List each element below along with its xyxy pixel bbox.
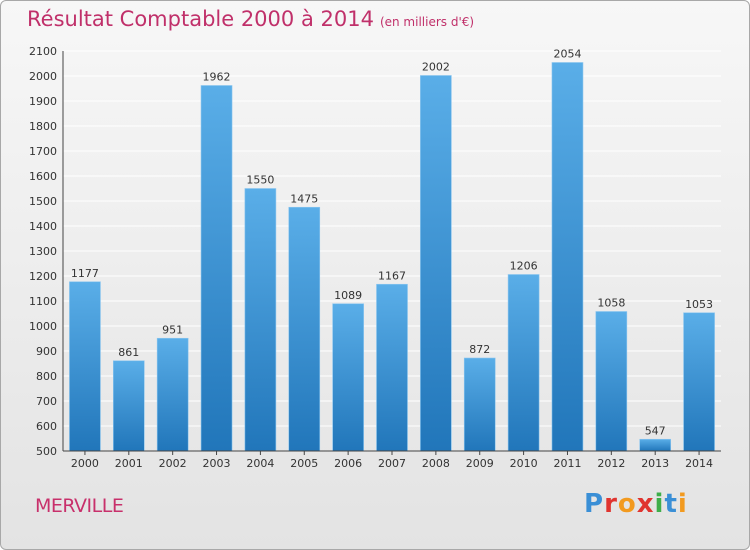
bar-2000: [69, 281, 101, 452]
commune-name: MERVILLE: [35, 495, 124, 517]
bar-2008: [420, 75, 452, 452]
bars: [69, 62, 715, 452]
y-tick-label: 1500: [29, 195, 57, 208]
y-tick-label: 1300: [29, 245, 57, 258]
bar-2006: [332, 303, 364, 452]
value-label-2011: 2054: [553, 48, 581, 61]
x-tick-label-2001: 2001: [115, 457, 143, 470]
proxiti-logo: Proxiti: [584, 489, 688, 519]
x-tick-label-2003: 2003: [203, 457, 231, 470]
bar-2012: [595, 311, 628, 452]
bar-2005: [288, 206, 321, 452]
y-tick-label: 1100: [29, 295, 57, 308]
value-label-2001: 861: [118, 346, 139, 359]
bar-2011: [551, 62, 584, 452]
y-tick-label: 1400: [29, 220, 57, 233]
value-label-2000: 1177: [71, 267, 99, 280]
bar-2001: [113, 360, 145, 452]
logo-letter: i: [654, 489, 665, 519]
x-tick-label-2002: 2002: [159, 457, 187, 470]
value-label-2002: 951: [162, 323, 183, 336]
logo-letter: i: [677, 489, 688, 519]
bar-2009: [463, 357, 496, 452]
chart-title: Résultat Comptable 2000 à 2014 (en millie…: [27, 7, 474, 31]
y-tick-label: 1900: [29, 95, 57, 108]
value-label-2009: 872: [469, 343, 490, 356]
x-tick-label-2013: 2013: [641, 457, 669, 470]
y-tick-label: 1800: [29, 120, 57, 133]
x-tick-label-2011: 2011: [553, 457, 581, 470]
x-tick-label-2012: 2012: [597, 457, 625, 470]
value-label-2003: 1962: [203, 71, 231, 84]
logo-letter: P: [584, 489, 605, 519]
axes: 500 600 700 800 900 1000 1100 1200 1300 1400 1500 1…: [29, 45, 721, 470]
chart-subtitle: (en milliers d'€): [379, 15, 475, 29]
value-label-2012: 1058: [597, 297, 625, 310]
y-tick-label: 1700: [29, 145, 57, 158]
y-tick-label: 800: [36, 370, 57, 383]
y-tick-label: 600: [36, 420, 57, 433]
logo-letter: r: [604, 489, 618, 519]
value-label-2014: 1053: [685, 298, 713, 311]
bar-2010: [507, 274, 540, 452]
x-tick-label-2010: 2010: [510, 457, 538, 470]
x-tick-label-2008: 2008: [422, 457, 450, 470]
value-label-2006: 1089: [334, 289, 362, 302]
value-label-2004: 1550: [246, 174, 274, 187]
y-tick-label: 1000: [29, 320, 57, 333]
y-tick-label: 900: [36, 345, 57, 358]
y-tick-label: 1200: [29, 270, 57, 283]
value-label-2010: 1206: [510, 260, 538, 273]
logo-letter: t: [664, 489, 678, 519]
y-tick-label: 2100: [29, 45, 57, 58]
bar-2004: [244, 188, 277, 452]
chart-title-text: Résultat Comptable 2000 à 2014: [27, 7, 374, 31]
x-tick-label-2004: 2004: [246, 457, 274, 470]
value-label-2007: 1167: [378, 269, 406, 282]
logo-letter: x: [636, 489, 655, 519]
bar-2003: [200, 85, 233, 452]
value-label-2008: 2002: [422, 61, 450, 74]
value-label-2005: 1475: [290, 192, 318, 205]
bar-2007: [376, 283, 408, 452]
value-labels: 1177 861 951 1962 1550 1475 1089 1167 2002 872 120…: [71, 48, 713, 438]
y-tick-label: 2000: [29, 70, 57, 83]
x-tick-label-2005: 2005: [290, 457, 318, 470]
x-tick-label-2006: 2006: [334, 457, 362, 470]
value-label-2013: 547: [645, 424, 666, 437]
y-tick-label: 500: [36, 445, 57, 458]
y-tick-label: 1600: [29, 170, 57, 183]
bar-2002: [156, 337, 189, 452]
x-tick-label-2009: 2009: [466, 457, 494, 470]
logo-letter: o: [617, 489, 637, 519]
y-tick-label: 700: [36, 395, 57, 408]
x-tick-label-2007: 2007: [378, 457, 406, 470]
bar-2014: [683, 312, 715, 452]
bar-2013: [639, 438, 672, 452]
x-tick-label-2000: 2000: [71, 457, 99, 470]
x-tick-label-2014: 2014: [685, 457, 713, 470]
